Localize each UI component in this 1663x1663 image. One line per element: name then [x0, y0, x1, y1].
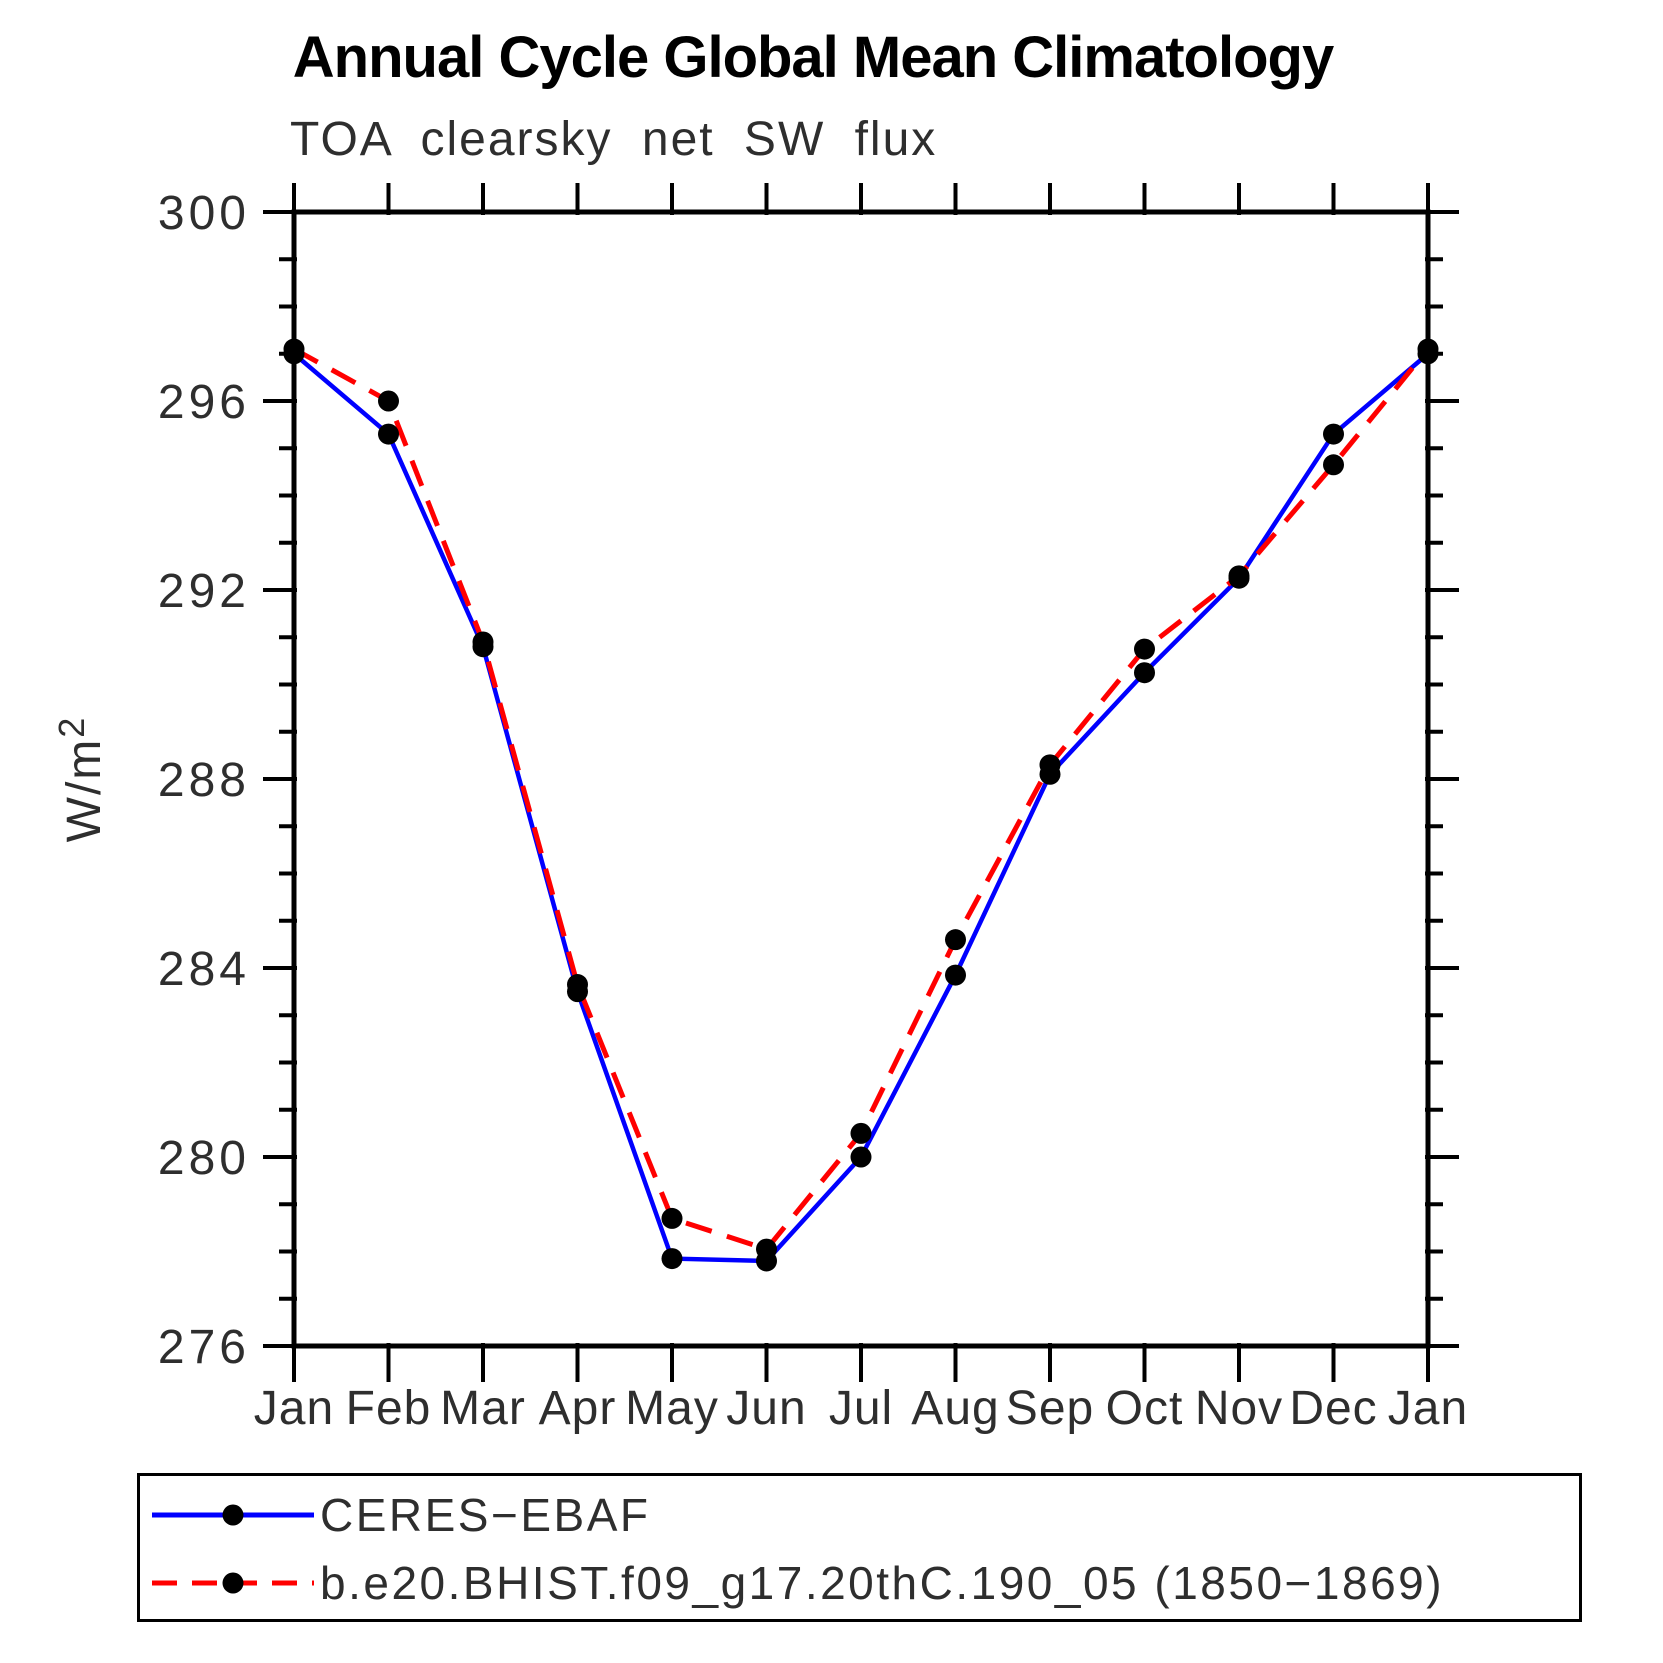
legend-marker-dot	[222, 1572, 244, 1594]
x-tick-label: Jul	[829, 1382, 893, 1435]
y-tick-label: 292	[158, 565, 250, 618]
legend-swatch-solid-line	[152, 1504, 314, 1526]
y-tick-label: 276	[158, 1321, 250, 1374]
x-tick-label: Mar	[440, 1382, 526, 1435]
x-tick-label: Dec	[1289, 1382, 1377, 1435]
data-point-marker	[1039, 754, 1061, 776]
y-axis-title: W/m2	[51, 716, 111, 843]
data-point-marker	[283, 338, 305, 360]
x-tick-label: Jan	[254, 1382, 334, 1435]
data-point-marker	[1323, 454, 1344, 476]
legend-box: CERES−EBAF b.e20.BHIST.f09_g17.20thC.190_…	[137, 1473, 1582, 1622]
y-tick-label: 284	[158, 943, 250, 996]
data-point-marker	[945, 964, 966, 986]
x-tick-label: Jun	[726, 1382, 806, 1435]
x-tick-label: May	[625, 1382, 719, 1435]
x-tick-label: Nov	[1195, 1382, 1283, 1435]
x-tick-label: Jan	[1388, 1382, 1468, 1435]
series-line-1	[292, 346, 1430, 1253]
legend-swatch-dashed-line	[152, 1572, 314, 1594]
legend-label: CERES−EBAF	[320, 1489, 651, 1541]
y-tick-label: 280	[158, 1132, 250, 1185]
x-tick-label: Feb	[346, 1382, 432, 1435]
data-point-marker	[472, 631, 494, 653]
data-point-marker	[567, 974, 588, 996]
data-point-marker	[1228, 565, 1250, 587]
data-point-marker	[1134, 638, 1155, 660]
data-point-marker	[1323, 423, 1344, 445]
chart-title: Annual Cycle Global Mean Climatology	[292, 25, 1334, 90]
data-point-marker	[661, 1248, 683, 1270]
data-point-marker	[850, 1122, 872, 1144]
legend-marker-dot	[222, 1504, 244, 1526]
chart-subtitle: TOA clearsky net SW flux	[290, 113, 938, 166]
data-point-marker	[1417, 338, 1439, 360]
data-point-marker	[378, 390, 399, 412]
data-point-marker	[661, 1207, 683, 1229]
data-point-marker	[850, 1146, 872, 1168]
data-point-marker	[945, 929, 966, 951]
data-point-marker	[756, 1238, 777, 1260]
x-tick-label: Apr	[539, 1382, 617, 1435]
data-point-marker	[378, 423, 399, 445]
x-tick-label: Oct	[1106, 1382, 1184, 1435]
legend-label: b.e20.BHIST.f09_g17.20thC.190_05 (1850−1…	[320, 1557, 1445, 1609]
x-tick-label: Sep	[1006, 1382, 1094, 1435]
legend-row-1: b.e20.BHIST.f09_g17.20thC.190_05 (1850−1…	[148, 1557, 1444, 1609]
x-tick-label: Aug	[911, 1382, 999, 1435]
data-point-marker	[1134, 662, 1155, 684]
y-tick-label: 296	[158, 376, 250, 429]
legend-row-0: CERES−EBAF	[148, 1489, 651, 1541]
y-tick-label: 300	[158, 187, 250, 240]
y-tick-label: 288	[158, 754, 250, 807]
plot-frame	[291, 209, 1431, 1349]
